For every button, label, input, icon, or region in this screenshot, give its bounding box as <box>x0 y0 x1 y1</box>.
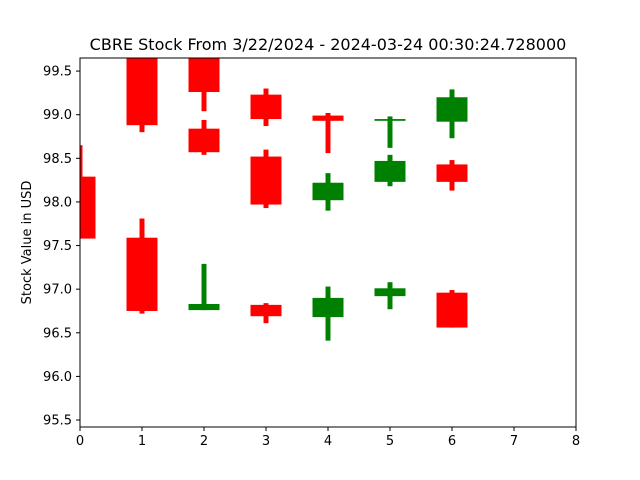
candle-body <box>188 128 220 153</box>
candle-body <box>312 182 344 201</box>
x-tick-label: 4 <box>324 434 332 449</box>
candle <box>436 160 468 191</box>
y-tick-label: 96.5 <box>43 326 72 341</box>
y-axis-label: Stock Value in USD <box>20 181 35 305</box>
candle <box>312 112 344 154</box>
x-tick-label: 1 <box>138 434 146 449</box>
x-axis: 0 1 2 3 4 5 6 7 8 <box>76 427 580 449</box>
x-tick-label: 3 <box>262 434 270 449</box>
y-tick-label: 95.5 <box>43 414 72 429</box>
candle-body <box>374 288 406 297</box>
y-tick-label: 99.5 <box>43 65 72 80</box>
candle <box>126 218 158 314</box>
x-tick-label: 6 <box>448 434 456 449</box>
candle-body <box>436 97 468 122</box>
candle-body <box>250 94 282 120</box>
candle <box>374 116 406 148</box>
y-tick-label: 99.0 <box>43 108 72 123</box>
candle <box>250 88 282 127</box>
candle-wick <box>387 116 393 148</box>
candle-body <box>126 58 158 126</box>
y-tick-label: 97.5 <box>43 239 72 254</box>
y-tick-label: 98.0 <box>43 195 72 210</box>
x-tick-label: 7 <box>510 434 518 449</box>
candle <box>126 58 158 133</box>
candle <box>312 173 344 211</box>
candles-group <box>80 58 468 341</box>
candle-body <box>374 119 406 121</box>
candle <box>374 154 406 187</box>
candle-body <box>374 160 406 182</box>
candle <box>250 149 282 209</box>
candle-body <box>436 164 468 182</box>
x-tick-label: 2 <box>200 434 208 449</box>
candle-body <box>436 292 468 328</box>
candle <box>188 58 220 112</box>
candle-body <box>188 58 220 93</box>
y-tick-label: 96.0 <box>43 370 72 385</box>
candle-body <box>80 176 96 239</box>
y-tick-label: 97.0 <box>43 283 72 298</box>
candle-body <box>312 297 344 318</box>
candle <box>436 89 468 139</box>
y-axis: 95.5 96.0 96.5 97.0 97.5 98.0 98.5 99.0 99.5 <box>43 65 80 429</box>
candle-body <box>250 156 282 205</box>
x-tick-label: 0 <box>76 434 84 449</box>
candle-wick <box>201 263 207 311</box>
candle-wick <box>325 112 331 154</box>
plot-frame <box>79 57 577 428</box>
candle <box>312 286 344 341</box>
candle <box>250 303 282 324</box>
x-tick-label: 8 <box>572 434 580 449</box>
candle <box>188 263 220 311</box>
candle <box>188 119 220 155</box>
candle <box>80 145 96 239</box>
candle <box>374 282 406 310</box>
candle-body <box>126 237 158 311</box>
candle-body <box>250 304 282 317</box>
candle-body <box>312 115 344 121</box>
candle-body <box>188 304 220 311</box>
x-tick-label: 5 <box>386 434 394 449</box>
candle <box>436 290 468 328</box>
y-tick-label: 98.5 <box>43 152 72 167</box>
chart-title: CBRE Stock From 3/22/2024 - 2024-03-24 0… <box>90 35 567 54</box>
